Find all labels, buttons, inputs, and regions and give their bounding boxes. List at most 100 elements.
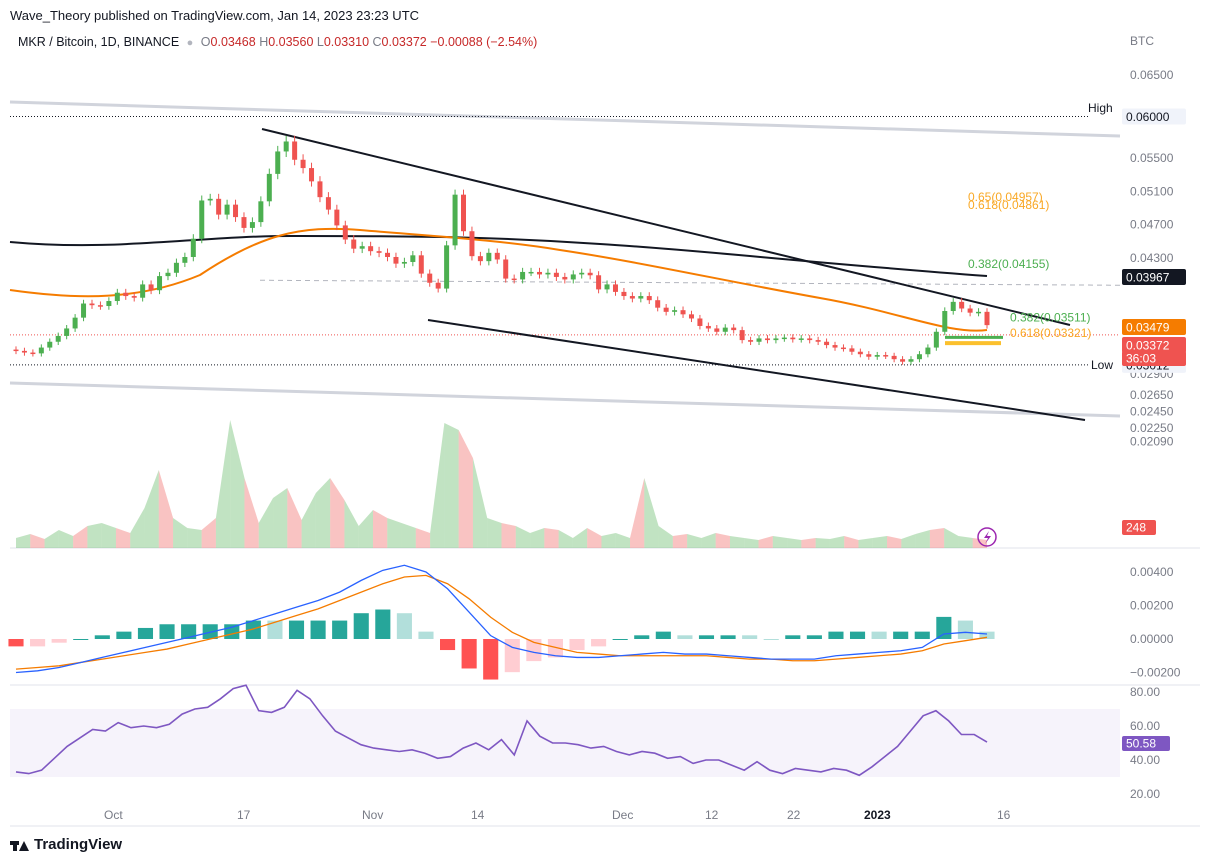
macd-histogram-bar <box>785 635 801 639</box>
time-axis-tick: Nov <box>362 808 383 822</box>
time-axis-tick: 16 <box>997 808 1011 822</box>
volume-segment <box>929 528 945 548</box>
candle-body <box>545 272 551 275</box>
bolt-icon-shape <box>984 531 991 544</box>
change-value: −0.00088 (−2.54%) <box>430 35 538 49</box>
macd-histogram-bar <box>849 631 866 639</box>
macd-histogram-bar <box>720 635 736 639</box>
candle-body <box>140 284 146 298</box>
candle-body <box>157 276 163 291</box>
candle-body <box>486 252 492 262</box>
candle-body <box>477 256 483 262</box>
macd-histogram-bar <box>677 635 693 639</box>
volume-segment <box>130 508 145 548</box>
macd-histogram-bar <box>893 631 909 639</box>
symbol-label[interactable]: MKR / Bitcoin, 1D, BINANCE <box>18 35 180 49</box>
close-price-label-bg <box>1122 337 1186 353</box>
candle-body <box>579 272 585 275</box>
bolt-icon <box>977 527 997 547</box>
countdown-label: 36:03 <box>1126 352 1156 366</box>
price-axis-tick: 0.05100 <box>1130 184 1174 198</box>
macd-histogram-bar <box>634 635 650 639</box>
candle-body <box>587 272 593 276</box>
candle-body <box>840 347 846 350</box>
volume-segment <box>772 536 788 548</box>
price-axis-tick: 0.02650 <box>1130 388 1174 402</box>
tradingview-logo-icon <box>10 839 29 851</box>
macd-histogram-bar <box>828 631 844 639</box>
candle-body <box>334 209 340 226</box>
volume-segment <box>44 530 59 548</box>
candle-body <box>688 314 694 319</box>
macd-axis-tick: 0.00400 <box>1130 565 1174 579</box>
volume-segment <box>644 478 659 548</box>
price-axis-tick: 0.06500 <box>1130 68 1174 82</box>
candle-body <box>883 355 889 357</box>
volume-segment <box>787 538 802 548</box>
volume-segment <box>273 488 288 548</box>
lower-channel-line <box>9 381 1121 418</box>
volume-segment <box>144 470 159 548</box>
ema50-price-label-bg <box>1122 319 1186 335</box>
candle-body <box>376 251 382 253</box>
candle-body <box>461 194 467 232</box>
candle-body <box>55 335 61 342</box>
candle-body <box>30 352 36 355</box>
candle-body <box>925 347 931 355</box>
volume-segment <box>672 534 688 548</box>
candle-body <box>705 325 711 329</box>
time-axis-tick: 17 <box>237 808 251 822</box>
ema50-price-label: 0.03479 <box>1126 321 1170 335</box>
candle-body <box>503 259 509 279</box>
low-label: Low <box>1091 358 1113 372</box>
volume-segment <box>858 538 873 548</box>
candle-body <box>663 307 669 312</box>
macd-histogram-bar <box>504 639 520 673</box>
close-price-label: 0.03372 <box>1126 339 1170 353</box>
candle-body <box>190 238 196 257</box>
candle-body <box>494 252 500 260</box>
candle-body <box>722 327 728 332</box>
close-value: 0.03372 <box>381 35 427 49</box>
candle-body <box>469 231 475 257</box>
candle-body <box>182 256 188 263</box>
tradingview-footer[interactable]: TradingView <box>10 836 122 853</box>
volume-segment <box>501 523 516 548</box>
ma200-price-label-bg <box>1122 269 1186 285</box>
candle-body <box>123 292 129 297</box>
volume-segment <box>944 528 959 548</box>
candle-body <box>536 271 542 275</box>
candle-body <box>131 296 137 298</box>
eye-icon[interactable]: ● <box>186 37 194 49</box>
volume-segment <box>901 534 916 548</box>
candle-body <box>857 351 863 355</box>
candle-body <box>739 330 745 341</box>
price-axis-tick: 0.04300 <box>1130 251 1174 265</box>
candle-body <box>444 245 450 289</box>
time-axis-tick: Dec <box>612 808 633 822</box>
candle-body <box>199 200 205 239</box>
volume-segment <box>558 530 573 548</box>
descending-support-line <box>427 319 1086 421</box>
candle-body <box>241 217 247 228</box>
candle-body <box>933 331 939 348</box>
candle-body <box>300 159 306 169</box>
candle-body <box>815 340 821 342</box>
volume-segment <box>701 533 716 548</box>
volume-segment <box>715 533 730 548</box>
fib-level-label: 0.618(0.04861) <box>968 198 1049 212</box>
macd-histogram-bar <box>8 639 24 647</box>
candle-body <box>385 252 391 257</box>
rsi-axis-tick: 80.00 <box>1130 685 1160 699</box>
candle-body <box>393 256 399 264</box>
candle-body <box>680 310 686 315</box>
candle-body <box>824 341 830 346</box>
candle-body <box>47 341 53 348</box>
candle-body <box>427 273 433 283</box>
candle-body <box>224 204 230 215</box>
rsi-axis-tick: 40.00 <box>1130 753 1160 767</box>
volume-segment <box>515 526 531 548</box>
macd-histogram-bar <box>871 631 887 639</box>
volume-segment <box>258 498 274 548</box>
